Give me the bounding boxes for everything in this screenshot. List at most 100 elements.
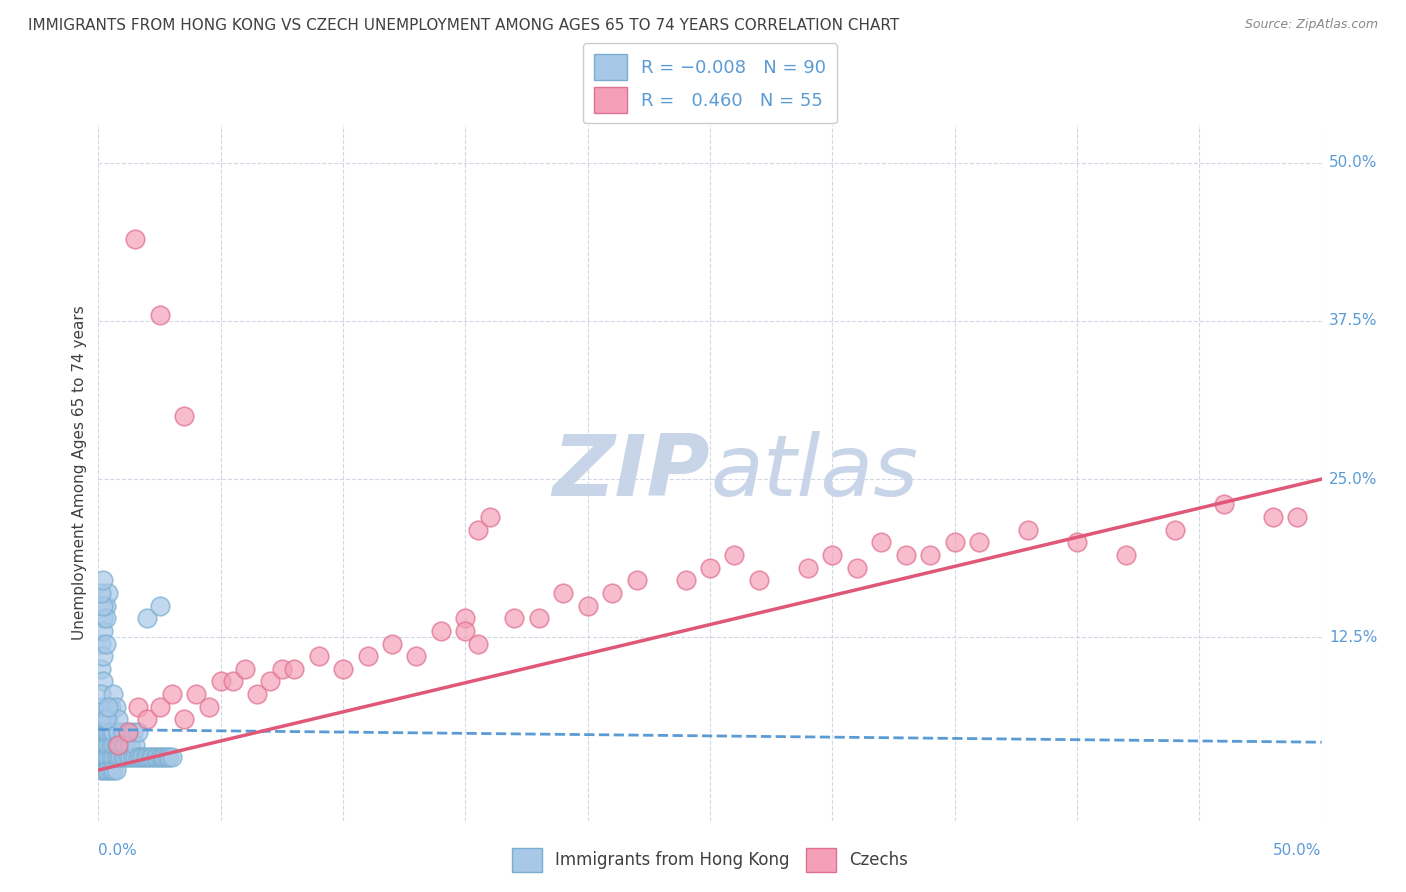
Point [430,624,453,638]
Point [1286,510,1309,524]
Point [97,750,120,764]
Point [1212,497,1234,511]
Point [600,586,623,600]
Point [97,699,120,714]
Point [94,725,117,739]
Point [94,611,117,625]
Point [91,574,114,588]
Text: 50.0%: 50.0% [1274,844,1322,858]
Text: 50.0%: 50.0% [1329,155,1378,170]
Point [553,586,575,600]
Point [894,548,917,562]
Text: ZIP: ZIP [553,431,710,515]
Point [186,687,208,701]
Point [90,750,112,764]
Point [1164,523,1187,537]
Point [110,750,132,764]
Point [246,687,269,701]
Point [94,599,117,613]
Point [90,763,112,777]
Point [94,713,117,727]
Point [283,662,305,676]
Point [90,662,112,676]
Point [149,750,172,764]
Point [136,713,159,727]
Point [101,763,124,777]
Point [91,599,114,613]
Point [90,750,112,764]
Point [121,725,143,739]
Point [129,750,152,764]
Point [90,699,112,714]
Point [91,738,114,752]
Point [131,750,153,764]
Point [107,738,129,752]
Point [120,750,142,764]
Text: 0.0%: 0.0% [98,844,138,858]
Point [134,750,156,764]
Point [723,548,745,562]
Text: 37.5%: 37.5% [1329,313,1378,328]
Point [101,725,124,739]
Point [153,750,176,764]
Point [870,535,893,549]
Point [111,725,134,739]
Point [121,750,143,764]
Point [114,738,136,752]
Point [94,763,117,777]
Point [101,750,124,764]
Point [104,763,127,777]
Point [124,750,146,764]
Point [100,750,122,764]
Point [626,574,648,588]
Point [124,738,146,752]
Point [91,674,114,689]
Point [156,750,179,764]
Point [222,674,245,689]
Point [748,574,770,588]
Text: IMMIGRANTS FROM HONG KONG VS CZECH UNEMPLOYMENT AMONG AGES 65 TO 74 YEARS CORREL: IMMIGRANTS FROM HONG KONG VS CZECH UNEMP… [28,18,900,33]
Point [821,548,844,562]
Point [94,738,117,752]
Point [91,750,114,764]
Point [405,649,427,664]
Y-axis label: Unemployment Among Ages 65 to 74 years: Unemployment Among Ages 65 to 74 years [72,305,87,640]
Point [454,624,477,638]
Text: atlas: atlas [710,431,918,515]
Point [111,738,134,752]
Point [127,725,149,739]
Point [270,662,294,676]
Point [1115,548,1137,562]
Point [233,662,256,676]
Legend: Immigrants from Hong Kong, Czechs: Immigrants from Hong Kong, Czechs [502,838,918,882]
Point [107,725,129,739]
Point [94,750,117,764]
Point [527,611,550,625]
Point [97,586,120,600]
Point [100,763,122,777]
Point [1261,510,1284,524]
Point [381,636,404,650]
Point [136,750,159,764]
Point [90,725,112,739]
Point [139,750,162,764]
Point [160,750,183,764]
Point [332,662,354,676]
Text: 12.5%: 12.5% [1329,630,1378,645]
Point [110,738,132,752]
Point [104,738,127,752]
Point [90,687,112,701]
Point [797,560,820,574]
Point [149,599,172,613]
Point [104,750,127,764]
Point [149,699,172,714]
Point [478,510,501,524]
Point [173,409,195,423]
Point [149,308,172,322]
Point [91,649,114,664]
Point [173,713,195,727]
Point [259,674,281,689]
Point [117,750,139,764]
Point [91,750,114,764]
Point [100,725,122,739]
